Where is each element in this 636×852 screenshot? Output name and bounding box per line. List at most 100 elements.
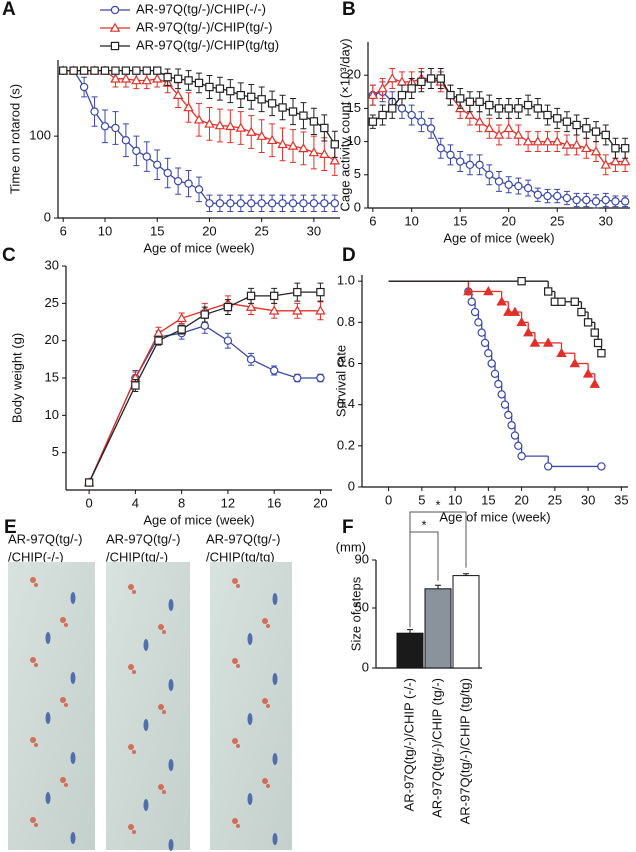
- marker: [176, 312, 187, 323]
- marker: [329, 155, 341, 165]
- x-tick-label: 20: [501, 213, 515, 228]
- y-tick-label: 1.0: [337, 273, 355, 288]
- y-tick-label: 0: [354, 199, 361, 214]
- marker: [226, 86, 235, 96]
- caption: /CHIP(tg/tg): [206, 549, 275, 564]
- marker: [245, 126, 257, 136]
- footprint: [128, 664, 134, 670]
- y-axis-unit: (mm): [336, 539, 366, 554]
- y-axis-label: Size of steps: [348, 576, 363, 651]
- marker: [494, 104, 504, 113]
- marker: [173, 74, 183, 84]
- footprint: [64, 623, 68, 627]
- marker: [153, 327, 164, 337]
- footprint: [45, 792, 51, 804]
- marker: [497, 390, 506, 399]
- footprint: [60, 617, 66, 623]
- marker: [569, 358, 581, 368]
- marker: [320, 123, 329, 133]
- marker: [245, 301, 257, 311]
- marker: [487, 359, 496, 368]
- marker: [367, 89, 379, 99]
- footprint: [132, 830, 136, 834]
- marker: [589, 378, 600, 388]
- marker: [225, 120, 236, 131]
- y-axis-label: Time on rotarod (s): [7, 84, 22, 194]
- series-line: [88, 291, 321, 483]
- marker: [293, 287, 302, 297]
- marker: [132, 146, 141, 156]
- marker: [368, 117, 378, 126]
- marker: [562, 117, 572, 126]
- footprint: [60, 777, 66, 783]
- marker: [474, 116, 485, 126]
- marker: [561, 139, 573, 149]
- marker: [446, 150, 455, 160]
- marker: [503, 306, 514, 316]
- marker: [516, 316, 527, 327]
- marker: [620, 197, 630, 206]
- x-tick-label: AR-97Q(tg/-)/CHIP (-/-): [401, 678, 416, 811]
- marker: [236, 199, 245, 208]
- significance-bracket: [409, 511, 467, 628]
- marker: [79, 66, 89, 75]
- marker: [226, 199, 235, 208]
- marker: [151, 73, 163, 83]
- marker: [316, 287, 325, 297]
- marker: [387, 73, 398, 83]
- marker: [247, 92, 256, 102]
- marker: [517, 276, 526, 286]
- marker: [477, 328, 486, 337]
- marker: [475, 160, 484, 170]
- marker: [514, 181, 523, 191]
- footprint: [143, 719, 149, 731]
- footprint: [128, 584, 134, 590]
- x-tick-label: 10: [404, 213, 418, 228]
- x-tick-label: 6: [60, 223, 67, 238]
- y-tick-label: 30: [45, 257, 59, 272]
- marker: [464, 109, 476, 119]
- marker: [278, 199, 287, 208]
- marker: [483, 286, 494, 296]
- marker: [551, 136, 563, 146]
- footprint: [232, 578, 238, 584]
- marker: [582, 368, 594, 378]
- marker: [388, 104, 397, 113]
- marker: [204, 118, 215, 128]
- marker: [100, 66, 110, 75]
- marker: [532, 136, 544, 146]
- caption: AR-97Q(tg/-): [8, 531, 82, 546]
- marker: [523, 183, 533, 193]
- y-tick-label: 0: [348, 478, 355, 493]
- marker: [84, 478, 94, 487]
- marker: [543, 110, 552, 120]
- footprint: [30, 817, 36, 823]
- footprint: [247, 633, 253, 645]
- marker: [256, 130, 267, 140]
- marker: [90, 66, 99, 75]
- marker: [496, 296, 507, 306]
- footprint: [70, 672, 76, 684]
- marker: [570, 297, 580, 306]
- x-tick-label: AR-97Q(tg/-)/CHIP (tg/-): [429, 678, 444, 818]
- marker: [417, 77, 426, 87]
- marker: [215, 84, 225, 93]
- legend-marker: [110, 5, 120, 15]
- marker: [582, 195, 591, 205]
- marker: [556, 347, 567, 358]
- marker: [436, 144, 445, 153]
- marker: [544, 462, 553, 471]
- footprint: [70, 832, 76, 844]
- marker: [247, 199, 256, 208]
- bar: [424, 588, 452, 669]
- y-tick-label: 15: [347, 100, 361, 115]
- legend-label: AR-97Q(tg/-)/CHIP(tg/-): [136, 19, 273, 34]
- footprint: [128, 824, 134, 830]
- footprint: [34, 663, 38, 667]
- marker: [500, 400, 510, 409]
- marker: [268, 305, 280, 315]
- marker: [142, 152, 151, 161]
- marker: [269, 291, 279, 301]
- x-tick-label: 30: [307, 223, 321, 238]
- marker: [121, 136, 131, 145]
